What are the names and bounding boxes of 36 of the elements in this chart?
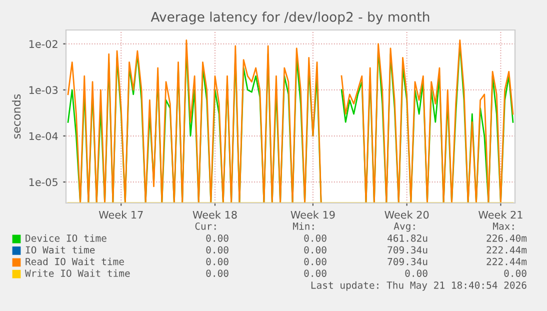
legend-label: Device IO time: [26, 234, 106, 242]
text: 0.00: [304, 258, 326, 266]
text: 0.00: [304, 270, 326, 277]
legend-label: Read IO Wait time: [26, 258, 124, 266]
text: 0.00: [304, 246, 326, 254]
text: Max:: [493, 222, 514, 230]
text: 0.00: [504, 270, 526, 277]
x-tick-label: Week 17: [98, 210, 143, 219]
text: 222.44m: [486, 258, 527, 266]
y-tick-label: 1e-02: [29, 40, 58, 48]
text: Min:: [293, 222, 314, 230]
y-tick-label: 1e-03: [29, 86, 58, 94]
text: 0.00: [304, 234, 326, 242]
y-axis-title: seconds: [12, 94, 21, 139]
legend-label: Write IO Wait time: [25, 269, 130, 277]
text: 709.34u: [388, 258, 428, 266]
text: 0.00: [206, 234, 228, 242]
x-tick-label: Week 20: [384, 210, 429, 219]
chart-title: Average latency for /dev/loop2 - by month: [150, 12, 430, 24]
text: 0.00: [206, 270, 228, 277]
text: 461.82u: [388, 234, 428, 242]
text: Avg:: [394, 222, 415, 232]
text: 0.00: [206, 258, 228, 266]
x-tick-label: Week 19: [290, 210, 335, 219]
x-tick-label: Week 18: [192, 210, 237, 219]
y-tick-label: 1e-04: [29, 132, 58, 140]
text: 222.44m: [486, 246, 527, 254]
text: Cur:: [195, 222, 216, 230]
y-tick-label: 1e-05: [29, 178, 58, 186]
text: 709.34u: [388, 246, 428, 254]
x-tick-label: Week 21: [478, 210, 522, 219]
text: 226.40m: [486, 234, 527, 242]
text: 0.00: [405, 270, 428, 277]
text: Last update: Thu May 21 18:40:54 2026: [311, 281, 526, 291]
legend-label: IO Wait time: [26, 246, 95, 254]
text: 0.00: [206, 246, 228, 254]
